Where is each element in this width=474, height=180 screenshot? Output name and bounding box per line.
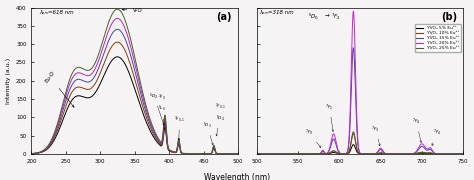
Text: $^7F_0$
$^5L_6$: $^7F_0$ $^5L_6$ [158, 92, 166, 129]
Text: Wavelength (nm): Wavelength (nm) [204, 173, 270, 180]
Text: $^5D_2$: $^5D_2$ [149, 91, 164, 125]
Text: $^5D_3$: $^5D_3$ [202, 120, 213, 145]
Text: λₑₘ=618 nm: λₑₘ=618 nm [40, 10, 74, 15]
Legend: YVO₄ 5% Eu³⁺, YVO₄ 10% Eu³⁺, YVO₄ 15% Eu³⁺, YVO₄ 20% Eu³⁺, YVO₄ 25% Eu³⁺: YVO₄ 5% Eu³⁺, YVO₄ 10% Eu³⁺, YVO₄ 15% Eu… [415, 24, 461, 52]
Text: $^7F_2$: $^7F_2$ [331, 12, 341, 22]
Text: (b): (b) [441, 12, 457, 22]
Y-axis label: Intensity (a.u.): Intensity (a.u.) [6, 58, 10, 104]
Text: $^7F_4$: $^7F_4$ [412, 116, 421, 143]
Text: V-O: V-O [122, 8, 142, 13]
Text: (a): (a) [216, 12, 232, 22]
Text: $^7F_3$: $^7F_3$ [372, 124, 380, 146]
Text: Eu-O: Eu-O [44, 70, 74, 107]
Text: $^7F_1$: $^7F_1$ [325, 102, 334, 132]
Text: λₑₘ=318 nm: λₑₘ=318 nm [259, 10, 293, 15]
Text: $^7F_{0,1}$: $^7F_{0,1}$ [174, 114, 185, 140]
Text: $^7F_4$: $^7F_4$ [432, 127, 441, 146]
Text: $^5D_0$: $^5D_0$ [309, 12, 319, 22]
Text: $\rightarrow$: $\rightarrow$ [323, 12, 330, 19]
Text: $^7F_{0,1}$
$^5D_4$: $^7F_{0,1}$ $^5D_4$ [215, 102, 227, 136]
Text: $^7F_0$: $^7F_0$ [305, 127, 321, 148]
